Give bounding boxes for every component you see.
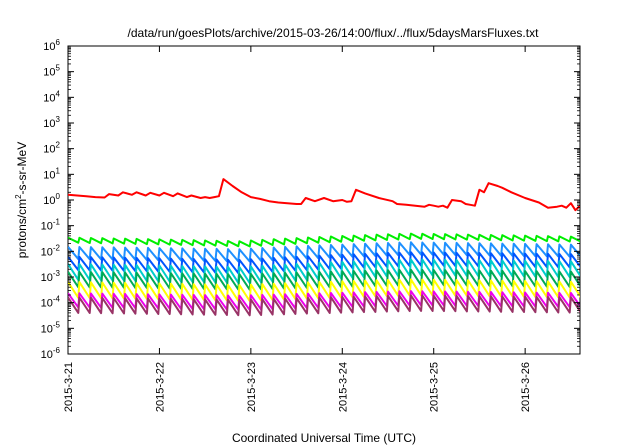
x-tick-label: 2015-3-22 <box>154 362 166 412</box>
y-tick-label: 10-3 <box>41 269 61 284</box>
y-tick-label: 105 <box>43 64 60 79</box>
x-axis-label: Coordinated Universal Time (UTC) <box>232 431 416 445</box>
y-tick-label: 100 <box>43 192 60 207</box>
y-axis-label-superscript: 2 <box>14 194 23 199</box>
y-tick-label: 104 <box>43 89 60 104</box>
y-tick-label: 10-6 <box>41 346 61 361</box>
chart-title: /data/run/goesPlots/archive/2015-03-26/1… <box>128 26 540 40</box>
y-axis-label: protons/cm2-s-sr-MeV <box>14 142 29 258</box>
series-layer <box>68 178 580 317</box>
y-axis-label-main: protons/cm <box>15 199 29 258</box>
x-tick-label: 2015-3-26 <box>520 362 532 412</box>
y-tick-label: 10-1 <box>41 218 61 233</box>
y-tick-label: 103 <box>43 115 60 130</box>
x-tick-label: 2015-3-21 <box>63 362 75 412</box>
y-tick-label: 106 <box>43 38 60 53</box>
series-line-1 <box>68 232 580 248</box>
y-tick-label: 102 <box>43 141 60 156</box>
y-axis-label-rest: -s-sr-MeV <box>15 142 29 195</box>
x-tick-label: 2015-3-25 <box>429 362 441 412</box>
y-axis: 10-6 10-5 10-4 10-3 10-2 10-1 100 101 102 103 104 1… <box>41 38 580 361</box>
y-tick-label: 10-2 <box>41 243 61 258</box>
x-tick-label: 2015-3-24 <box>337 362 349 412</box>
x-tick-label: 2015-3-23 <box>246 362 258 412</box>
y-tick-label: 10-5 <box>41 320 61 335</box>
series-line-8 <box>68 294 580 317</box>
x-axis: 2015-3-21 2015-3-22 2015-3-23 2015-3-24 2015… <box>63 46 532 412</box>
y-tick-label: 10-4 <box>41 295 61 310</box>
series-line-0 <box>68 178 580 212</box>
plot-frame <box>67 45 581 355</box>
y-tick-label: 101 <box>43 166 60 181</box>
